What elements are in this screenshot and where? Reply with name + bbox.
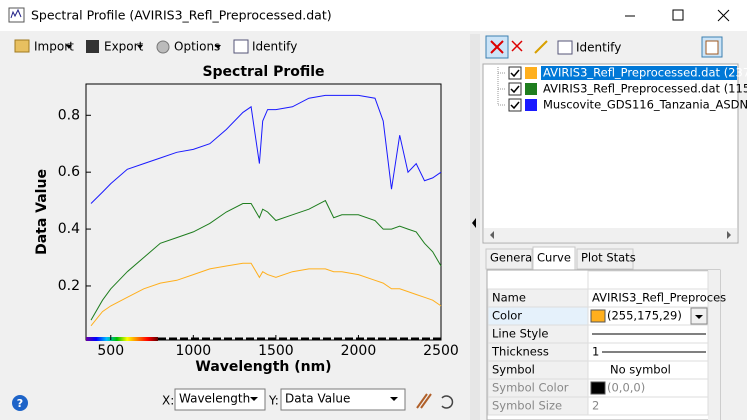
x-tick-label: 2500 (423, 343, 459, 359)
x-axis-select-value[interactable]: Wavelength (179, 392, 250, 406)
y-tick-label: 0.8 (58, 107, 80, 123)
x-tick-label: 1000 (176, 343, 212, 359)
stretch-button[interactable] (416, 393, 432, 409)
tab-strip: General Curve Plot Stats (485, 246, 636, 271)
property-value: (0,0,0) (607, 381, 645, 395)
dropdown-arrow (695, 315, 703, 319)
delete-all-button[interactable] (511, 40, 523, 52)
x-axis-select[interactable] (174, 388, 266, 411)
refresh-button[interactable] (441, 395, 454, 409)
close-button[interactable] (717, 9, 730, 22)
tab-label[interactable]: Curve (537, 251, 571, 265)
y-axis-select[interactable] (280, 388, 406, 411)
property-value-cell[interactable] (587, 378, 709, 398)
checkmark (510, 85, 520, 94)
dropdown-arrow (390, 397, 398, 401)
identify-button[interactable]: Identify (576, 41, 621, 55)
x-axis-label: Wavelength (nm) (195, 359, 331, 375)
property-label: Thickness (491, 345, 549, 359)
tab[interactable] (485, 248, 533, 270)
property-swatch (590, 309, 606, 323)
chart-title: Spectral Profile (202, 64, 324, 80)
layer-color (525, 83, 537, 95)
wand-button[interactable] (534, 40, 548, 54)
layer-name[interactable]: AVIRIS3_Refl_Preprocessed.dat (237,15 (543, 66, 747, 80)
tab-label[interactable]: Plot Stats (581, 251, 636, 265)
maximize-button[interactable] (672, 9, 684, 21)
x-tick-label: 1500 (258, 343, 294, 359)
y-axis-select-value[interactable]: Data Value (285, 392, 350, 406)
spectrum-line (90, 262, 442, 327)
identify-icon[interactable] (557, 40, 573, 55)
export-menu[interactable]: Export (104, 40, 144, 54)
options-menu[interactable]: Options (174, 40, 220, 54)
app-icon-graph (10, 8, 22, 19)
help-button[interactable] (12, 395, 28, 411)
help-icon: ? (17, 397, 23, 410)
import-menu[interactable]: Import (34, 40, 74, 54)
grid-header (587, 270, 709, 290)
identify-button[interactable]: Identify (252, 40, 297, 54)
y-tick-label: 0.2 (58, 278, 80, 294)
property-value: 2 (592, 399, 599, 413)
chart: Spectral Profile 0.2 0.4 0.6 0.8 500 1000 1500 2… (34, 64, 459, 375)
layer-checkbox[interactable] (508, 66, 522, 80)
visible-spectrum-strip (86, 337, 158, 341)
y-selector-label: Y: (268, 394, 279, 408)
property-rows: Name AVIRIS3_Refl_Preproces Color (255,175,… (487, 270, 726, 416)
property-value: No symbol (610, 363, 671, 377)
dropdown-arrow (215, 45, 221, 49)
splitter[interactable] (470, 34, 480, 420)
property-label: Symbol Size (492, 399, 562, 413)
x-tick-label: 2000 (341, 343, 377, 359)
property-label: Symbol Color (492, 381, 569, 395)
layer-color (525, 67, 537, 79)
dropdown-arrow (137, 45, 143, 49)
tab-label[interactable]: General (490, 251, 535, 265)
identify-icon[interactable] (233, 39, 249, 54)
property-swatch (590, 381, 606, 395)
vertical-scrollbar[interactable] (708, 270, 720, 420)
window-title: Spectral Profile (AVIRIS3_Refl_Preproces… (31, 8, 332, 23)
tab[interactable] (576, 248, 634, 270)
selection-highlight (541, 66, 737, 80)
app-icon (8, 7, 25, 23)
spectrum-line (90, 199, 442, 321)
horizontal-scrollbar[interactable] (484, 228, 737, 242)
spectrum-line (90, 94, 442, 204)
property-value: 1 (592, 345, 599, 359)
layer-name[interactable]: Muscovite_GDS116_Tanzania_ASDNGa (543, 98, 747, 112)
property-label: Symbol (492, 363, 535, 377)
export-icon[interactable] (86, 40, 99, 53)
property-label: Color (492, 309, 522, 323)
y-axis-label: Data Value (34, 169, 50, 255)
import-icon[interactable] (14, 39, 30, 53)
layer-name[interactable]: AVIRIS3_Refl_Preprocessed.dat (1159,1 (543, 82, 747, 96)
y-tick-label: 0.6 (58, 164, 80, 180)
checkmark (510, 69, 520, 78)
layer-color (525, 99, 537, 111)
splitter-arrow[interactable] (472, 218, 476, 228)
layer-checkbox[interactable] (508, 82, 522, 96)
title-bar (0, 0, 747, 31)
property-label: Name (492, 291, 526, 305)
property-label: Line Style (492, 327, 549, 341)
property-value: (255,175,29) (607, 309, 682, 323)
options-icon[interactable] (156, 40, 170, 54)
property-value: AVIRIS3_Refl_Preproces (592, 291, 726, 305)
layer-checkbox[interactable] (508, 98, 522, 112)
plot-area (85, 83, 442, 341)
properties-icon (705, 40, 719, 55)
checkmark (510, 101, 520, 110)
dropdown-arrow (66, 45, 72, 49)
y-tick-label: 0.4 (58, 221, 80, 237)
property-value-cell[interactable] (587, 396, 709, 416)
delete-icon (490, 40, 504, 54)
layer-list: AVIRIS3_Refl_Preprocessed.dat (237,15 AVI… (497, 66, 747, 112)
dropdown-arrow (250, 397, 258, 401)
x-tick-label: 500 (97, 343, 124, 359)
x-selector-label: X: (162, 394, 174, 408)
